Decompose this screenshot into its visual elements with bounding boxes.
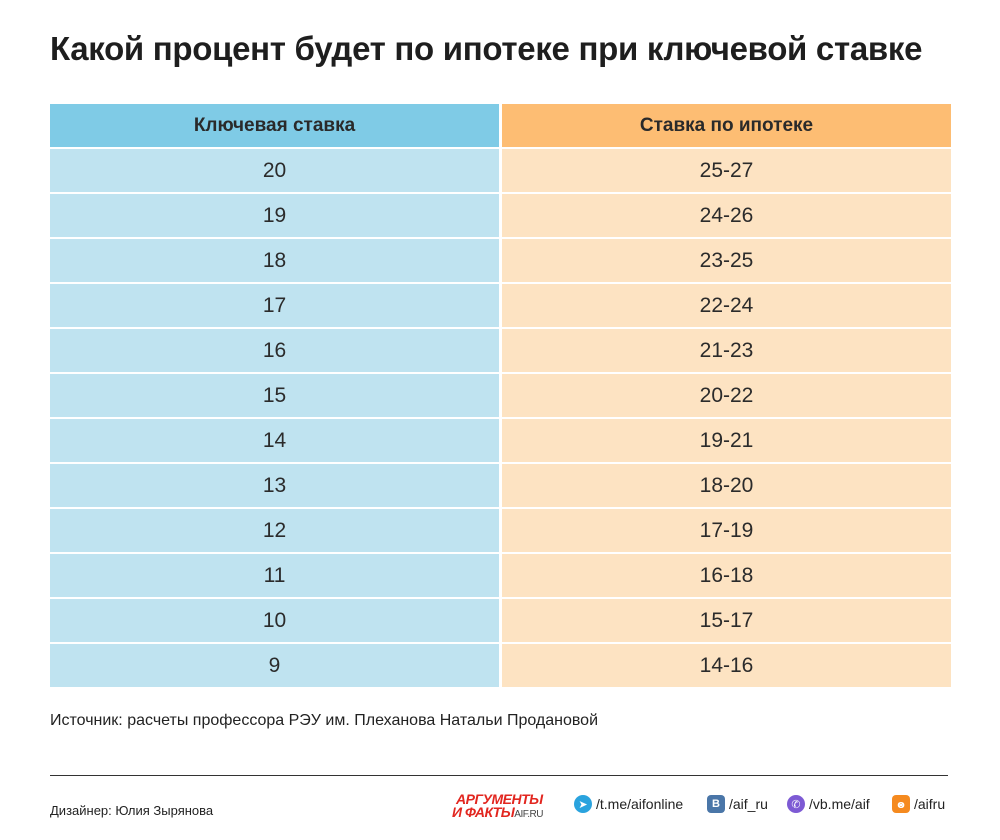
key-rate-cell: 19 (50, 194, 499, 237)
table-header-row: Ключевая ставка Ставка по ипотеке (50, 104, 951, 147)
page-title: Какой процент будет по ипотеке при ключе… (50, 30, 923, 67)
mortgage-rate-cell: 16-18 (502, 554, 951, 597)
table-body: 20 25-27 19 24-26 18 23-25 17 22-24 16 21-23 15 20-… (50, 149, 951, 687)
mortgage-rate-cell: 14-16 (502, 644, 951, 687)
logo-domain: AIF.RU (514, 809, 543, 820)
key-rate-cell: 17 (50, 284, 499, 327)
mortgage-rate-cell: 25-27 (502, 149, 951, 192)
key-rate-cell: 10 (50, 599, 499, 642)
mortgage-rate-cell: 22-24 (502, 284, 951, 327)
viber-icon: ✆ (787, 795, 805, 813)
key-rate-cell: 13 (50, 464, 499, 507)
social-viber-text: /vb.me/aif (809, 796, 870, 812)
mortgage-rate-cell: 21-23 (502, 329, 951, 372)
social-telegram-text: /t.me/aifonline (596, 796, 684, 812)
telegram-icon: ➤ (574, 795, 592, 813)
mortgage-rate-cell: 18-20 (502, 464, 951, 507)
table-row: 9 14-16 (50, 644, 951, 687)
footer-divider (50, 775, 948, 776)
key-rate-cell: 18 (50, 239, 499, 282)
designer-credit: Дизайнер: Юлия Зырянова (50, 803, 214, 818)
table-row: 19 24-26 (50, 194, 951, 237)
mortgage-rate-cell: 19-21 (502, 419, 951, 462)
key-rate-cell: 16 (50, 329, 499, 372)
column-header-mortgage-rate: Ставка по ипотеке (502, 104, 951, 147)
table-row: 11 16-18 (50, 554, 951, 597)
table-row: 12 17-19 (50, 509, 951, 552)
social-odnoklassniki[interactable]: ꙩ /aifru (892, 795, 945, 813)
table-row: 18 23-25 (50, 239, 951, 282)
vk-icon: B (707, 795, 725, 813)
key-rate-cell: 11 (50, 554, 499, 597)
social-viber[interactable]: ✆ /vb.me/aif (787, 795, 870, 813)
table-row: 15 20-22 (50, 374, 951, 417)
mortgage-rate-cell: 20-22 (502, 374, 951, 417)
mortgage-rate-cell: 24-26 (502, 194, 951, 237)
table-row: 17 22-24 (50, 284, 951, 327)
social-vk[interactable]: B /aif_ru (707, 795, 768, 813)
social-ok-text: /aifru (914, 796, 946, 812)
social-vk-text: /aif_ru (729, 796, 768, 812)
odnoklassniki-icon: ꙩ (892, 795, 910, 813)
column-header-key-rate: Ключевая ставка (50, 104, 499, 147)
key-rate-cell: 20 (50, 149, 499, 192)
social-telegram[interactable]: ➤ /t.me/aifonline (574, 795, 683, 813)
table-row: 10 15-17 (50, 599, 951, 642)
mortgage-rate-cell: 23-25 (502, 239, 951, 282)
table-row: 20 25-27 (50, 149, 951, 192)
table-row: 16 21-23 (50, 329, 951, 372)
key-rate-cell: 9 (50, 644, 499, 687)
key-rate-cell: 15 (50, 374, 499, 417)
logo-line-1: АРГУМЕНТЫ (456, 791, 543, 807)
rate-table: Ключевая ставка Ставка по ипотеке 20 25-2… (50, 104, 951, 689)
mortgage-rate-cell: 15-17 (502, 599, 951, 642)
aif-logo[interactable]: АРГУМЕНТЫ И ФАКТЫAIF.RU (452, 791, 560, 821)
table-row: 14 19-21 (50, 419, 951, 462)
source-note: Источник: расчеты профессора РЭУ им. Пле… (50, 712, 599, 729)
table-row: 13 18-20 (50, 464, 951, 507)
mortgage-rate-cell: 17-19 (502, 509, 951, 552)
logo-line-2: И ФАКТЫAIF.RU (452, 804, 543, 820)
key-rate-cell: 12 (50, 509, 499, 552)
key-rate-cell: 14 (50, 419, 499, 462)
